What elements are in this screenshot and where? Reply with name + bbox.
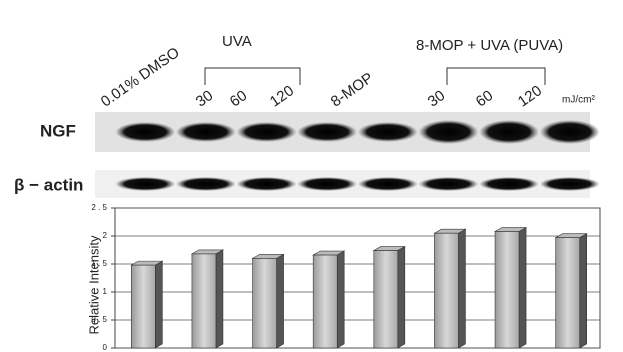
bar [192,250,223,348]
plot-frame [115,208,600,348]
lane-label: 30 [193,87,216,110]
actin-band [418,177,478,191]
lane-label: 120 [515,82,545,110]
group-label: 8-MOP + UVA (PUVA) [416,37,563,54]
bar-face [131,265,155,348]
bar [131,261,162,348]
figure: UVA 8-MOP + UVA (PUVA) mJ/cm² NGF β − ac… [0,0,623,352]
y-tick-label: 1 . 5 [91,259,107,268]
bar-face [192,254,216,348]
lane-label: 60 [227,87,250,110]
bar [253,254,284,348]
ngf-band [418,120,478,144]
group-label: UVA [222,33,252,50]
bar [495,228,526,348]
bar-face [580,234,587,348]
bar-face [556,238,580,348]
y-tick-label: 1 [103,287,108,296]
row-label: β − actin [14,175,83,194]
actin-band [540,177,600,191]
y-tick-label: 2 [103,231,108,240]
bar-face [216,250,223,348]
bar-face [398,247,405,348]
bar [374,247,405,348]
actin-band [115,177,175,191]
bar-face [253,258,277,348]
bar [434,229,465,348]
actin-band [479,177,539,191]
y-tick-label: 0 . 5 [91,315,107,324]
actin-band [176,177,236,191]
bracket [447,68,545,85]
lane-label: 60 [473,87,496,110]
bar [556,234,587,348]
bar-face [519,228,526,348]
actin-band [237,177,297,191]
ngf-band [115,122,175,142]
lane-label: 30 [425,87,448,110]
ngf-band [237,122,297,142]
unit-label: mJ/cm² [562,95,595,106]
actin-band [297,177,357,191]
actin-band [358,177,418,191]
bar-face [277,254,284,348]
lane-label: 120 [267,82,297,110]
bar-face [155,261,162,348]
row-label: NGF [40,121,76,140]
ngf-band [176,122,236,142]
bar-face [337,251,344,348]
ngf-band [540,120,600,144]
bar [313,251,344,348]
lane-label: 8-MOP [328,69,377,110]
y-tick-label: 2 . 5 [91,203,107,212]
ngf-band [479,120,539,144]
ngf-band [358,122,418,142]
bar-face [313,255,337,348]
y-tick-label: 0 [103,343,108,352]
bar-face [374,251,398,348]
bar-face [434,233,458,348]
bar-face [458,229,465,348]
bar-face [495,232,519,348]
ngf-band [297,122,357,142]
lane-label: 0.01% DMSO [98,44,183,111]
